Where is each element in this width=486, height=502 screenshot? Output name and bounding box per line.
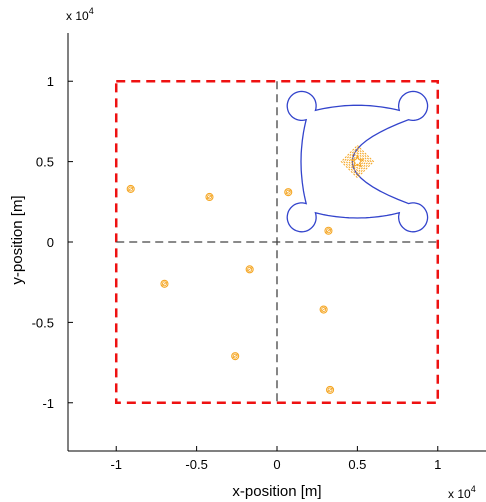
x-axis-label: x-position [m]	[232, 483, 321, 500]
scatter-point-inner	[285, 189, 291, 195]
y-tick-label: -1	[42, 396, 54, 411]
scatter-point-inner	[128, 186, 134, 192]
scatter-point	[324, 226, 333, 235]
x-tick-label: 1	[434, 457, 441, 472]
scatter-point-tail	[285, 189, 292, 195]
svg-text:x 104: x 104	[66, 6, 94, 23]
x-tick-label: -1	[110, 457, 122, 472]
scatter-point	[126, 184, 135, 193]
scatter-point-tail	[326, 387, 334, 393]
scatter-point-inner	[325, 228, 331, 234]
scatter-point	[160, 279, 169, 288]
y-tick-label: 0	[47, 235, 54, 250]
scatter-point	[245, 265, 254, 274]
scatter-point-inner	[327, 387, 333, 393]
scatter-point-tail	[161, 281, 168, 287]
x-tick-label: -0.5	[185, 457, 207, 472]
scatter-point-ring	[326, 385, 335, 394]
y-tick-label: 0.5	[36, 155, 54, 170]
scatter-point	[319, 305, 328, 314]
target-star-marker	[350, 154, 365, 168]
scatter-point-tail	[127, 186, 134, 192]
scatter-point-inner	[162, 281, 167, 287]
scatter-point	[205, 192, 214, 202]
target-diamond	[345, 149, 370, 174]
scatter-point-ring	[205, 192, 214, 202]
scatter-point-ring	[160, 279, 169, 288]
scatter-point-inner	[247, 266, 253, 272]
scatter-point-ring	[231, 352, 240, 361]
target-diamond	[347, 152, 367, 172]
trajectory-path	[286, 90, 429, 233]
y-multiplier-base: x 10	[66, 9, 89, 23]
scatter-point-ring	[284, 188, 293, 197]
scatter-point-tail	[246, 266, 253, 272]
target-diamond	[343, 147, 372, 176]
target-diamond	[352, 156, 363, 167]
scatter-point-inner	[321, 307, 327, 312]
svg-text:x 104: x 104	[448, 484, 476, 501]
scatter-point-tail	[231, 353, 239, 359]
x-tick-label: 0.5	[348, 457, 366, 472]
y-axis-label: y-position [m]	[9, 195, 26, 284]
y-multiplier-exponent: 4	[89, 6, 94, 16]
scatter-point-tail	[320, 307, 327, 312]
scatter-point-tail	[325, 228, 332, 234]
target-diamond	[350, 154, 365, 169]
axes: -1 -0.5 0 0.5 1 -1 -0.5 0 0.5 1	[32, 33, 486, 472]
target-cluster	[340, 144, 375, 179]
x-tick-label: 0	[273, 457, 280, 472]
y-tick-label: -0.5	[32, 315, 54, 330]
scatter-points	[126, 184, 335, 394]
x-multiplier-exponent: 4	[471, 484, 476, 494]
x-multiplier: x 104	[448, 484, 476, 501]
scatter-point-tail	[206, 194, 213, 200]
boundary-box	[114, 79, 440, 405]
target-diamond	[340, 144, 375, 179]
y-multiplier: x 104	[66, 6, 94, 23]
scatter-point-ring	[324, 226, 333, 235]
x-multiplier-base: x 10	[448, 487, 471, 501]
scatter-point-inner	[232, 353, 238, 359]
scatter-point	[231, 352, 240, 361]
scatter-point-ring	[126, 184, 135, 193]
scatter-point	[326, 385, 335, 394]
y-tick-label: 1	[47, 74, 54, 89]
trajectory-loops	[286, 90, 429, 233]
scatter-point	[284, 188, 293, 197]
scatter-point-inner	[207, 194, 212, 200]
scatter-point-ring	[319, 305, 328, 314]
scatter-point-ring	[245, 265, 254, 274]
